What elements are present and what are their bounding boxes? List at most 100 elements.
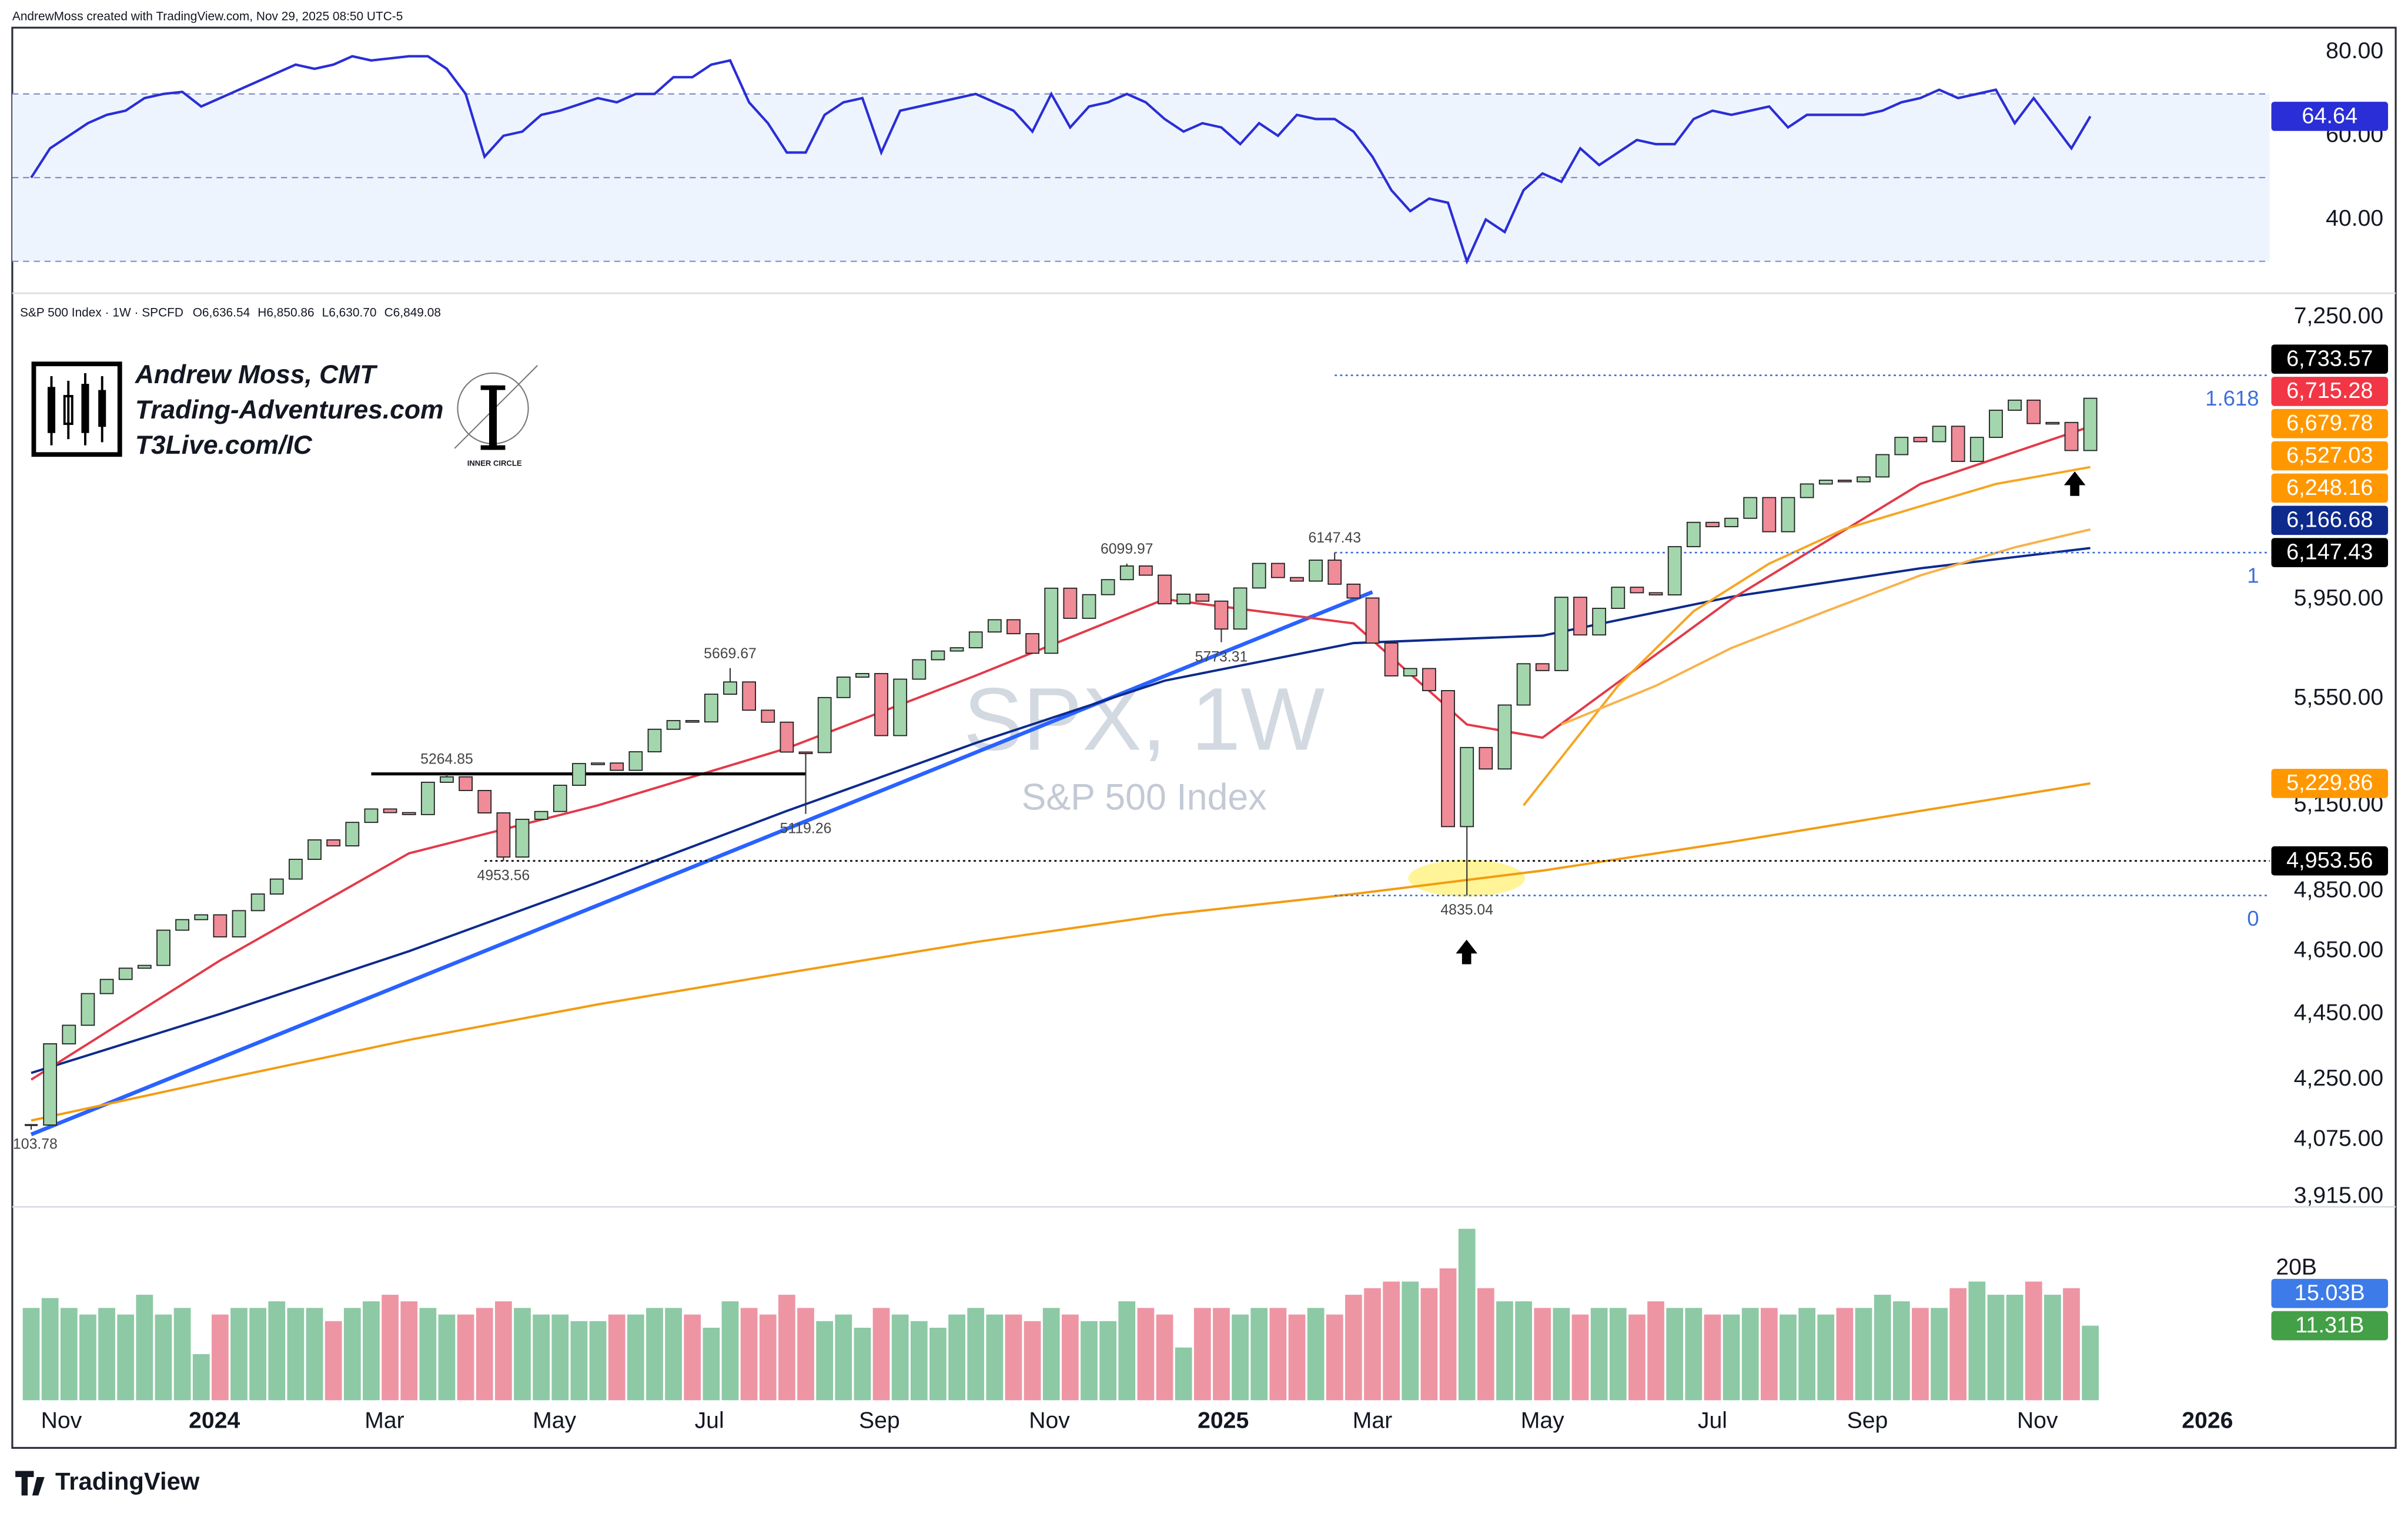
candle [1063, 587, 1078, 619]
fib-label: 0 [2247, 906, 2259, 930]
volume-bar [1477, 1288, 1494, 1401]
watermark-subtitle: S&P 500 Index [1022, 777, 1267, 818]
volume-pane [22, 1228, 2099, 1401]
volume-bar [1062, 1314, 1079, 1401]
volume-bar [22, 1308, 40, 1401]
volume-bar [1912, 1308, 1929, 1401]
volume-bar [608, 1314, 626, 1401]
price-pane: SPX, 1WS&P 500 Index4103.785264.854953.5… [12, 374, 2270, 1153]
price-tag-label: 6,527.03 [2286, 443, 2373, 468]
candle [1818, 480, 1833, 485]
candle [912, 659, 927, 680]
y-tick-label: 20B [2276, 1254, 2317, 1280]
volume-bar [816, 1321, 834, 1401]
volume-bar [1232, 1314, 1249, 1401]
candle [496, 812, 511, 858]
volume-bar [287, 1308, 305, 1401]
volume-bar [551, 1314, 569, 1401]
volume-bar [1383, 1281, 1400, 1401]
x-tick-label: May [1521, 1408, 1564, 1433]
volume-bar [1836, 1308, 1854, 1401]
brand-name: Andrew Moss, CMT [135, 360, 378, 389]
candle [1309, 560, 1323, 582]
volume-bar [1269, 1308, 1287, 1401]
candle [2045, 421, 2060, 425]
volume-bar [1005, 1314, 1022, 1401]
price-tag [2271, 408, 2389, 438]
candle [1554, 597, 1568, 671]
brand-site: Trading-Adventures.com [135, 396, 444, 424]
volume-bar [2025, 1281, 2042, 1401]
volume-bar [400, 1301, 418, 1401]
candle [1573, 597, 1587, 636]
moving-average [1561, 528, 2091, 726]
volume-bar [2082, 1325, 2099, 1401]
volume-bar [1798, 1308, 1815, 1401]
volume-bar [1647, 1301, 1664, 1401]
volume-bar [117, 1314, 135, 1401]
price-tag [2271, 102, 2389, 131]
volume-bar [929, 1327, 947, 1401]
volume-bar [41, 1298, 59, 1401]
candle [572, 763, 586, 786]
candle [1705, 521, 1720, 528]
candle [780, 721, 794, 753]
candle [1894, 437, 1909, 456]
candle [1044, 587, 1059, 654]
y-tick-label: 4,075.00 [2294, 1126, 2383, 1151]
volume-bar [533, 1314, 550, 1401]
arrow [2063, 471, 2086, 496]
volume-bar [1420, 1288, 1438, 1401]
candle [43, 1043, 58, 1126]
candle [836, 677, 851, 698]
annotation: 5264.85 [420, 752, 473, 768]
candle [2008, 399, 2022, 411]
candle [1460, 746, 1474, 828]
candle [723, 681, 737, 695]
volume-bar [646, 1308, 663, 1401]
volume-bar [136, 1294, 153, 1401]
candle [798, 751, 813, 755]
legend-ohlc: C6,849.08 [384, 306, 441, 319]
candle [1270, 562, 1285, 578]
moving-average [31, 547, 2091, 1074]
candle [1176, 594, 1191, 605]
candle [893, 678, 908, 736]
x-tick-label: Sep [859, 1408, 900, 1433]
price-tag-label: 6,147.43 [2286, 540, 2373, 564]
x-tick-label: Nov [1029, 1408, 1070, 1433]
volume-bar [1553, 1308, 1570, 1401]
volume-bar [684, 1314, 701, 1401]
volume-bar [797, 1308, 814, 1401]
candle [175, 919, 189, 931]
candle [1667, 546, 1682, 596]
annotation: 4835.04 [1440, 902, 1493, 918]
volume-bar [438, 1314, 456, 1401]
volume-bar [1760, 1308, 1778, 1401]
candle [855, 673, 869, 678]
volume-bar [854, 1327, 871, 1401]
annotation: 4953.56 [477, 868, 530, 883]
candle [1989, 410, 2003, 438]
volume-bar [457, 1314, 474, 1401]
volume-bar [1949, 1288, 1967, 1401]
footer-brand: TradingView [55, 1468, 200, 1495]
volume-bar [1345, 1294, 1362, 1401]
x-tick-label: 2024 [189, 1408, 240, 1433]
header-text: AndrewMoss created with TradingView.com,… [12, 9, 403, 23]
candle [1025, 633, 1040, 654]
volume-bar [1213, 1308, 1230, 1401]
badge-letter [480, 445, 506, 450]
trendline [30, 590, 1373, 1137]
volume-bar [1458, 1228, 1476, 1401]
candle [1479, 746, 1493, 770]
candle [1346, 583, 1361, 599]
candle [1233, 587, 1248, 630]
legend-ohlc: H6,850.86 [257, 306, 314, 319]
volume-bar [1326, 1314, 1343, 1401]
candle [931, 650, 945, 661]
volume-bar [1534, 1308, 1551, 1401]
fib-label: 1 [2247, 564, 2259, 588]
x-tick-label: Sep [1847, 1408, 1888, 1433]
